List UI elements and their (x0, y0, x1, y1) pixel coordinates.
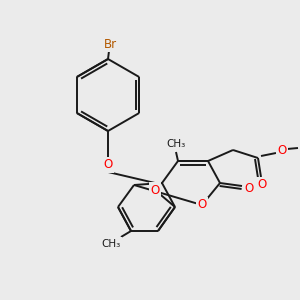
Text: Br: Br (103, 38, 117, 50)
Text: O: O (197, 199, 207, 212)
Text: O: O (103, 158, 112, 172)
Text: O: O (257, 178, 267, 191)
Text: CH₃: CH₃ (101, 239, 121, 249)
Text: O: O (278, 145, 286, 158)
Text: CH₃: CH₃ (167, 139, 186, 149)
Text: O: O (150, 184, 160, 196)
Text: O: O (244, 182, 253, 194)
